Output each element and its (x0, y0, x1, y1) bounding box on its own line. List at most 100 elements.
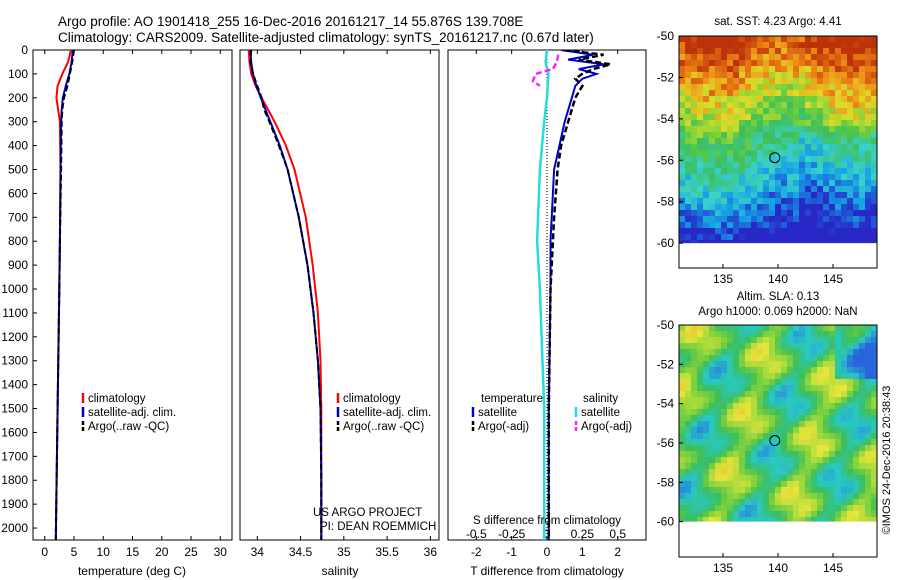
sst-cell (697, 90, 703, 96)
sla-cell (739, 403, 745, 409)
sla-cell (685, 463, 691, 469)
sst-cell (841, 186, 847, 192)
sst-cell (817, 138, 823, 144)
sla-cell (691, 355, 697, 361)
sst-cell (703, 198, 709, 204)
sla-cell (685, 379, 691, 385)
sst-cell (805, 84, 811, 90)
sla-cell (739, 391, 745, 397)
sst-cell (715, 168, 721, 174)
sst-cell (721, 216, 727, 222)
sla-cell (769, 355, 775, 361)
sla-cell (745, 439, 751, 445)
sst-cell (703, 216, 709, 222)
sst-cell (739, 36, 745, 42)
sla-cell (835, 451, 841, 457)
sst-cell (847, 186, 853, 192)
sla-cell (781, 433, 787, 439)
sst-cell (715, 126, 721, 132)
sla-cell (793, 445, 799, 451)
sla-cell (787, 331, 793, 337)
temperature-xtick-label: 5 (71, 545, 78, 559)
sla-cell (769, 481, 775, 487)
sla-cell (799, 469, 805, 475)
temperature-legend-label: Argo(..raw -QC) (88, 421, 169, 433)
sla-cell (745, 415, 751, 421)
sst-cell (733, 168, 739, 174)
sla-cell (697, 445, 703, 451)
sst-cell (763, 120, 769, 126)
sla-cell (781, 451, 787, 457)
sla-cell (799, 451, 805, 457)
sla-cell (751, 331, 757, 337)
sla-cell (811, 505, 817, 511)
sst-cell (811, 66, 817, 72)
sst-cell (853, 198, 859, 204)
sla-cell (793, 409, 799, 415)
sst-cell (727, 168, 733, 174)
sst-cell (841, 222, 847, 228)
sst-cell (805, 60, 811, 66)
sla-cell (733, 433, 739, 439)
sst-cell (763, 114, 769, 120)
sla-cell (841, 433, 847, 439)
sla-cell (805, 487, 811, 493)
sst-cell (811, 162, 817, 168)
sst-cell (871, 66, 877, 72)
sst-cell (865, 216, 871, 222)
sst-cell (715, 228, 721, 234)
sla-cell (709, 457, 715, 463)
sst-cell (697, 204, 703, 210)
sst-cell (841, 204, 847, 210)
sst-cell (739, 240, 745, 244)
sla-cell (805, 373, 811, 379)
sla-cell (757, 373, 763, 379)
sla-cell (859, 391, 865, 397)
sst-cell (775, 204, 781, 210)
sla-cell (781, 373, 787, 379)
sst-cell (739, 114, 745, 120)
sla-cell (793, 415, 799, 421)
sst-cell (685, 90, 691, 96)
sst-cell (691, 192, 697, 198)
sst-cell (787, 198, 793, 204)
sla-cell (817, 469, 823, 475)
salinity-xtick-label: 35 (337, 545, 351, 559)
sst-cell (775, 132, 781, 138)
sla-cell (691, 403, 697, 409)
sla-cell (733, 361, 739, 367)
sst-cell (709, 96, 715, 102)
sla-cell (847, 463, 853, 469)
sla-cell (751, 391, 757, 397)
sla-cell (691, 517, 697, 522)
sla-cell (709, 361, 715, 367)
sla-cell (703, 355, 709, 361)
sst-cell (751, 90, 757, 96)
sla-cell (835, 409, 841, 415)
sla-cell (757, 505, 763, 511)
sst-cell (829, 150, 835, 156)
sst-cell (871, 216, 877, 222)
sla-cell (697, 421, 703, 427)
sst-cell (823, 150, 829, 156)
sla-cell (847, 397, 853, 403)
sst-cell (859, 120, 865, 126)
sst-cell (841, 84, 847, 90)
sst-cell (835, 192, 841, 198)
sla-cell (685, 349, 691, 355)
sst-cell (763, 216, 769, 222)
sla-cell (775, 373, 781, 379)
sla-cell (691, 433, 697, 439)
sla-cell (769, 469, 775, 475)
sla-cell (805, 391, 811, 397)
sst-cell (859, 192, 865, 198)
sla-cell (835, 445, 841, 451)
sla-cell (847, 433, 853, 439)
sst-cell (745, 198, 751, 204)
sst-cell (715, 186, 721, 192)
sla-cell (745, 391, 751, 397)
sla-cell (859, 397, 865, 403)
sla-cell (775, 415, 781, 421)
sst-cell (829, 234, 835, 240)
sla-cell (727, 517, 733, 522)
